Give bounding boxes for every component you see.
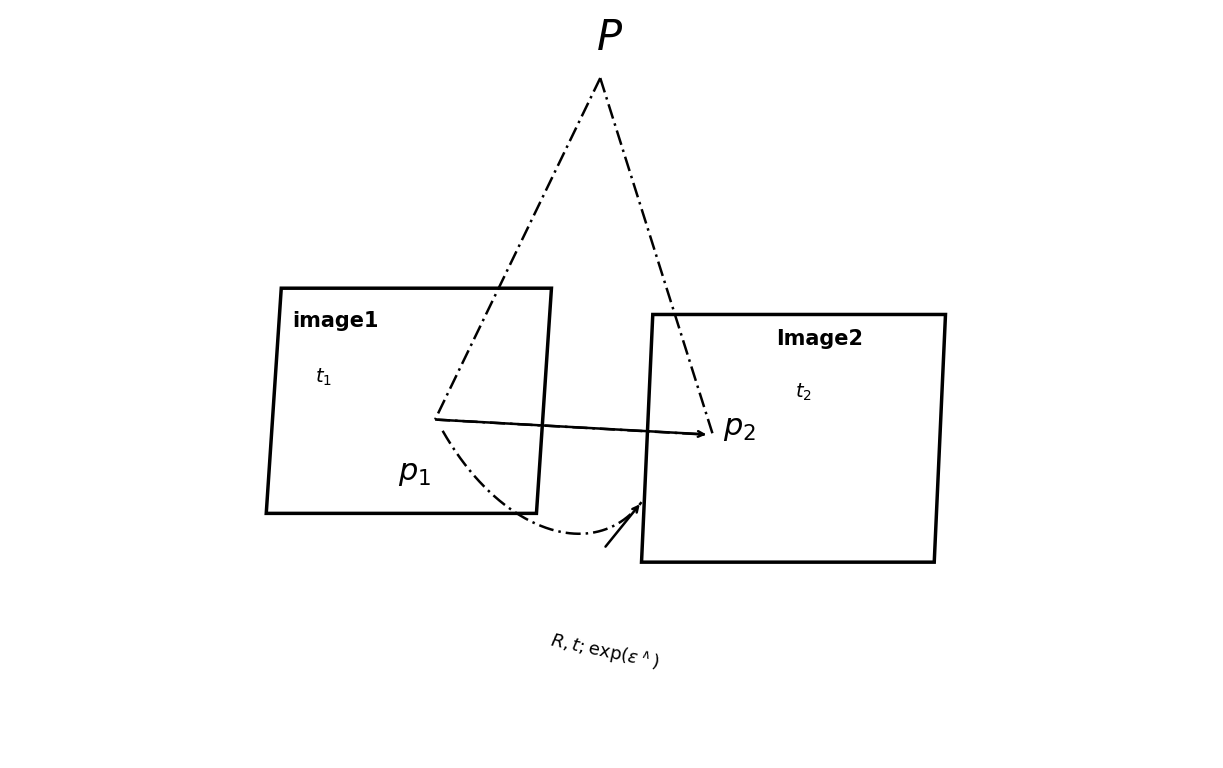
Text: image1: image1 [292,311,379,331]
Text: $t_2$: $t_2$ [795,382,812,403]
Text: $p_2$: $p_2$ [723,412,756,442]
Text: $p_1$: $p_1$ [397,457,430,488]
Text: $\mathit{P}$: $\mathit{P}$ [597,18,624,59]
Text: Image2: Image2 [777,329,863,349]
Text: $R, t; \mathrm{exp}(\varepsilon^\wedge)$: $R, t; \mathrm{exp}(\varepsilon^\wedge)$ [548,630,662,675]
Text: $t_1$: $t_1$ [316,367,333,389]
